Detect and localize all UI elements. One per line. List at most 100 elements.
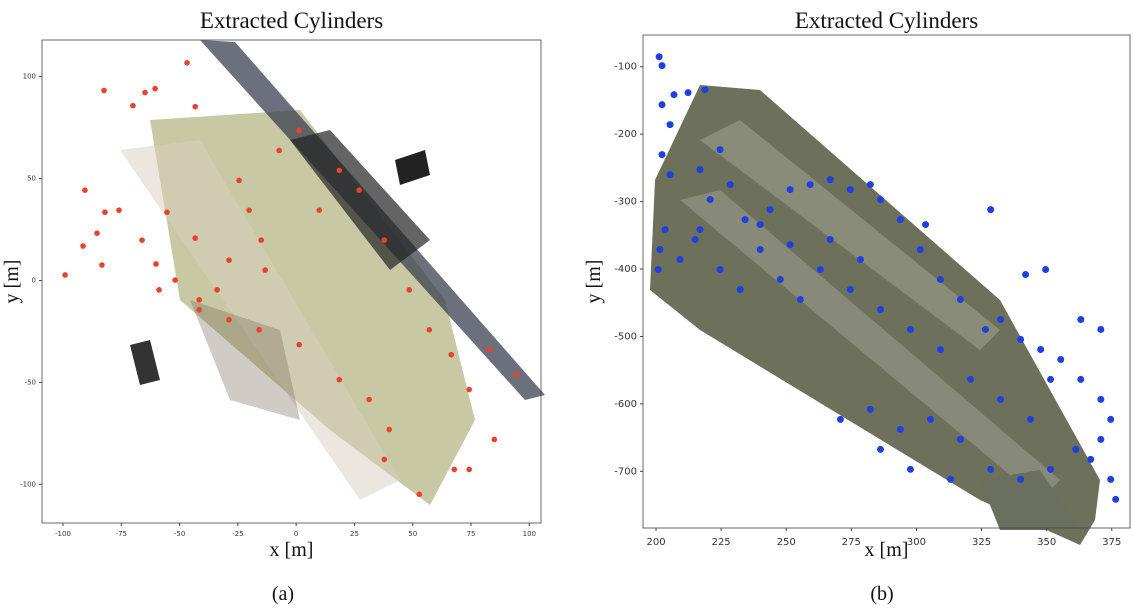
charts: Extracted Cylinders x [m] y [m] (a) -100 -75 -… [1, 8, 1131, 605]
cylinder-point [466, 386, 472, 393]
cylinder-point [826, 176, 834, 184]
cylinder-point [856, 256, 864, 264]
cylinder-point [956, 435, 964, 443]
cylinder-point [736, 286, 744, 294]
terrain [980, 470, 1080, 530]
x-tick-label: 100 [523, 530, 536, 538]
cylinder-point [486, 346, 493, 353]
y-tick-label: -100 [614, 62, 637, 73]
cylinder-point [192, 235, 198, 241]
cylinder-point [80, 243, 86, 249]
cylinder-point [696, 226, 704, 234]
terrain [700, 120, 1000, 350]
cylinder-point [356, 187, 362, 193]
cylinder-point [296, 127, 302, 134]
cylinder-point [756, 246, 764, 254]
cylinder-point [1087, 455, 1095, 463]
cylinder-point [1077, 375, 1085, 383]
cylinder-point [236, 177, 242, 184]
x-tick-label: 225 [712, 537, 731, 548]
caption: (b) [870, 583, 893, 605]
x-tick-label: 0 [294, 530, 298, 538]
x-tick-label: 25 [350, 530, 359, 538]
cylinder-point [756, 221, 764, 229]
cylinder-point [153, 261, 159, 267]
cylinder-point [1047, 375, 1055, 383]
cylinder-point [796, 296, 804, 304]
terrain [120, 140, 400, 500]
x-tick-label: -25 [232, 530, 243, 538]
terrain [190, 300, 300, 420]
cylinder-point [866, 405, 874, 413]
cylinder-point [448, 351, 455, 358]
cylinder-point [906, 325, 914, 333]
cylinder-point [164, 209, 170, 216]
cylinder-point [513, 371, 520, 378]
x-tick-label: 325 [972, 537, 991, 548]
cylinder-point [987, 465, 995, 473]
cylinder-point [184, 60, 190, 66]
x-tick-label: -75 [116, 530, 127, 538]
cylinder-point [256, 327, 262, 333]
cylinder-point [99, 262, 105, 268]
cylinder-point [786, 241, 794, 249]
cylinder-point [826, 236, 834, 244]
y-tick-label: -600 [614, 399, 637, 410]
cylinder-point [726, 181, 734, 189]
cylinder-point [491, 436, 498, 443]
cylinder-point [196, 297, 202, 303]
cylinder-point [381, 237, 388, 243]
cylinder-point [258, 237, 264, 243]
cylinder-point [947, 475, 955, 483]
cylinder-point [466, 466, 472, 473]
cylinder-point [666, 121, 674, 129]
cylinder-point [156, 287, 162, 293]
cylinder-point [226, 317, 232, 323]
cylinder-point [296, 341, 302, 348]
cylinder-point [426, 327, 433, 333]
cylinder-point [896, 216, 904, 224]
cylinder-point [246, 207, 252, 213]
y-axis-label: y [m] [583, 260, 605, 304]
cylinder-point [276, 147, 282, 154]
cylinder-point [142, 89, 148, 96]
cylinder-point [1027, 415, 1035, 423]
terrain [680, 190, 1060, 500]
cylinder-point [676, 256, 684, 264]
cylinder-point [981, 325, 989, 333]
cylinder-point [936, 345, 944, 353]
cylinder-point [987, 206, 995, 214]
cylinder-point [172, 277, 178, 283]
cylinder-point [896, 425, 904, 433]
cylinder-point [94, 230, 100, 236]
cylinder-point [262, 267, 268, 273]
cylinder-point [1107, 475, 1115, 483]
cylinder-point [1017, 335, 1025, 343]
cylinder-point [1037, 345, 1045, 353]
cylinder-point [716, 146, 724, 154]
y-tick-label: -500 [614, 331, 637, 342]
cylinder-point [1057, 355, 1065, 363]
x-tick-label: -100 [55, 530, 71, 538]
x-axis-label: x [m] [270, 539, 314, 561]
cylinder-point [1017, 475, 1025, 483]
cylinder-point [1077, 315, 1085, 323]
cylinder-point [866, 181, 874, 189]
cylinder-point [684, 89, 692, 97]
cylinder-point [877, 196, 885, 204]
chart-title: Extracted Cylinders [200, 8, 383, 33]
cylinder-point [655, 53, 663, 61]
cylinder-point [152, 85, 158, 92]
chart-title: Extracted Cylinders [795, 8, 978, 33]
point-cloud-a [120, 40, 545, 505]
cylinder-point [1047, 465, 1055, 473]
cylinder-point [661, 226, 669, 234]
cylinder-point [936, 276, 944, 284]
cylinder-point [846, 286, 854, 294]
terrain [650, 85, 1100, 545]
y-tick-label: -50 [25, 378, 36, 386]
caption: (a) [272, 583, 294, 605]
plot-frame [41, 39, 542, 524]
cylinder-point [416, 491, 423, 498]
